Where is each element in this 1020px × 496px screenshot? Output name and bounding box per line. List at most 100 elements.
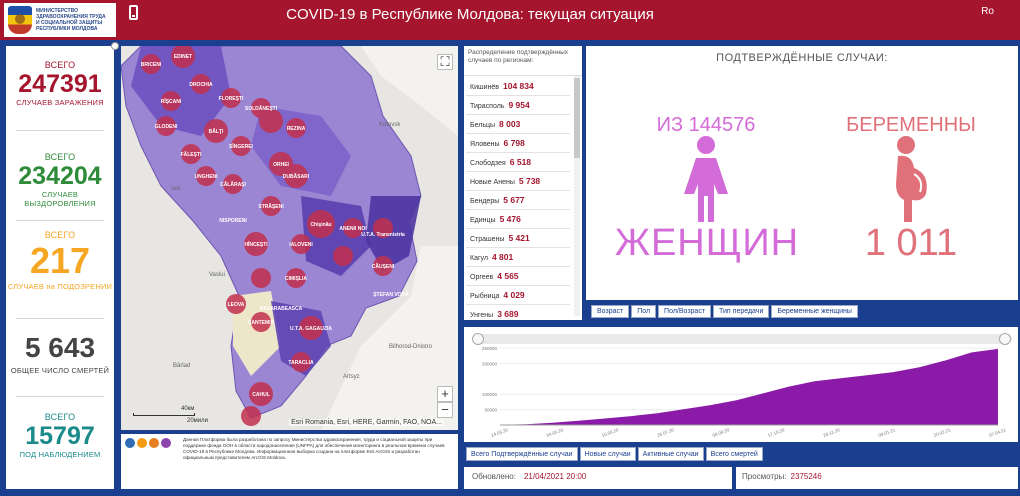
marker[interactable] xyxy=(286,268,306,288)
city-label: Artsyz xyxy=(343,374,360,380)
region-name: Страшены xyxy=(470,236,505,243)
marker[interactable] xyxy=(221,88,241,108)
region-row[interactable]: Тирасполь 9 954 xyxy=(466,96,570,115)
marker[interactable] xyxy=(284,164,308,188)
x-tick-label: 28.11.20 xyxy=(823,427,841,438)
region-name: Тирасполь xyxy=(470,103,505,110)
tab-total-deaths[interactable]: Всего смертей xyxy=(705,447,763,461)
demographics-tabs: Возраст Пол Пол/Возраст Тип передачи Бер… xyxy=(591,305,858,318)
tab-sex[interactable]: Пол xyxy=(631,305,657,318)
region-row[interactable]: Новые Анены 5 738 xyxy=(466,172,570,191)
marker[interactable] xyxy=(299,316,323,340)
region-row[interactable]: Унгены 3 689 xyxy=(466,305,570,320)
region-row[interactable]: Яловены 6 798 xyxy=(466,134,570,153)
x-tick-label: 06.09.20 xyxy=(712,427,731,438)
stat-value: 15797 xyxy=(25,422,95,450)
x-tick-label: 17.10.20 xyxy=(767,427,786,438)
tab-sex-age[interactable]: Пол/Возраст xyxy=(658,305,712,318)
series-area[interactable] xyxy=(500,348,998,425)
marker[interactable] xyxy=(343,218,363,238)
scroll-thumb[interactable] xyxy=(574,78,580,158)
region-row[interactable]: Единцы 5 476 xyxy=(466,210,570,229)
updated-value: 21/04/2021 20:00 xyxy=(523,472,587,481)
region-row[interactable]: Рыбница 4 029 xyxy=(466,286,570,305)
marker[interactable] xyxy=(291,234,311,254)
region-value: 4 801 xyxy=(491,252,514,262)
zoom-out-button[interactable]: − xyxy=(437,402,453,418)
cases-map[interactable]: BRICENI EDINET DROCHIA RÎŞCANI GLODENI F… xyxy=(121,46,458,430)
marker[interactable] xyxy=(191,74,211,94)
marker[interactable] xyxy=(196,166,216,186)
marker[interactable] xyxy=(156,116,176,136)
marker[interactable] xyxy=(223,174,243,194)
marker[interactable] xyxy=(261,196,281,216)
case-markers[interactable] xyxy=(141,46,393,426)
region-name: Слободзея xyxy=(470,160,506,167)
zoom-in-button[interactable]: + xyxy=(437,386,453,402)
region-row[interactable]: Кагул 4 801 xyxy=(466,248,570,267)
marker[interactable] xyxy=(249,382,273,406)
marker[interactable] xyxy=(333,246,353,266)
marker[interactable] xyxy=(241,406,261,426)
ukraine-south xyxy=(321,246,458,430)
marker[interactable] xyxy=(373,218,393,238)
marker[interactable] xyxy=(231,136,251,156)
map-attribution[interactable]: Esri Romania, Esri, HERE, Garmin, FAO, N… xyxy=(289,419,444,426)
scrollbar[interactable] xyxy=(574,76,580,316)
map-canvas[interactable]: BRICENI EDINET DROCHIA RÎŞCANI GLODENI F… xyxy=(121,46,458,430)
district-label: GLODENI xyxy=(155,124,178,130)
region-value: 5 476 xyxy=(499,214,521,224)
tab-pregnant[interactable]: Беременные женщины xyxy=(771,305,858,318)
coat-of-arms-icon xyxy=(8,6,32,34)
marker[interactable] xyxy=(141,54,161,74)
region-row[interactable]: Кишинёв 104 834 xyxy=(466,77,570,96)
marker[interactable] xyxy=(307,210,335,238)
expand-icon[interactable] xyxy=(111,42,119,50)
marker[interactable] xyxy=(259,109,283,133)
district-label: ANENII NOI xyxy=(339,226,367,232)
region-value: 9 954 xyxy=(508,100,530,110)
district-label: REZINA xyxy=(287,126,306,132)
ministry-logo[interactable]: Министерство здравоохранения труда и соц… xyxy=(4,3,116,37)
marker[interactable] xyxy=(373,256,393,276)
tab-transmission[interactable]: Тип передачи xyxy=(713,305,770,318)
marker[interactable] xyxy=(251,268,271,288)
region-value: 4 565 xyxy=(497,271,519,281)
tab-active-cases[interactable]: Активные случаи xyxy=(637,447,704,461)
region-row[interactable]: Страшены 5 421 xyxy=(466,229,570,248)
marker[interactable] xyxy=(161,91,181,111)
mobile-icon[interactable] xyxy=(129,5,138,20)
range-slider[interactable] xyxy=(472,334,1012,344)
x-tick-label: 07.04.21 xyxy=(988,427,1007,438)
stat-confirmed: ВСЕГО 247391 СЛУЧАЕВ ЗАРАЖЕНИЯ xyxy=(6,60,114,107)
tab-total-confirmed[interactable]: Всего Подтверждённые случаи xyxy=(466,447,578,461)
region-list[interactable]: Распределение подтверждённых случаев по … xyxy=(464,46,582,320)
language-switch[interactable]: Ro xyxy=(981,6,994,17)
stat-label: ВСЕГО xyxy=(44,60,76,70)
range-handle-end[interactable] xyxy=(999,333,1011,345)
marker[interactable] xyxy=(181,144,201,164)
marker[interactable] xyxy=(244,232,268,256)
stat-suspected: ВСЕГО 217 СЛУЧАЕВ на ПОДОЗРЕНИИ xyxy=(6,230,114,291)
region-row[interactable]: Бендеры 5 677 xyxy=(466,191,570,210)
region-value: 5 738 xyxy=(518,176,541,186)
fullscreen-icon[interactable]: ⛶ xyxy=(437,54,453,70)
marker[interactable] xyxy=(204,119,228,143)
stat-sub: СЛУЧАЕВ ВЫЗДОРОВЛЕНИЯ xyxy=(24,190,96,208)
tab-age[interactable]: Возраст xyxy=(591,305,630,318)
marker[interactable] xyxy=(171,46,195,68)
region-row[interactable]: Бельцы 8 003 xyxy=(466,115,570,134)
partner-logo-icon xyxy=(149,438,159,448)
region-row[interactable]: Оргеев 4 565 xyxy=(466,267,570,286)
marker[interactable] xyxy=(226,294,246,314)
tab-new-cases[interactable]: Новые случаи xyxy=(579,447,636,461)
district-label: CIMIŞLIA xyxy=(285,276,307,282)
marker[interactable] xyxy=(251,312,271,332)
stat-sub: ПОД НАБЛЮДЕНИЕМ xyxy=(19,450,101,459)
district-label: RÎŞCANI xyxy=(161,97,182,105)
range-handle-start[interactable] xyxy=(472,333,484,345)
marker[interactable] xyxy=(291,352,311,372)
region-row[interactable]: Слободзея 6 518 xyxy=(466,153,570,172)
marker[interactable] xyxy=(286,118,306,138)
stat-value: 247391 xyxy=(18,70,102,98)
